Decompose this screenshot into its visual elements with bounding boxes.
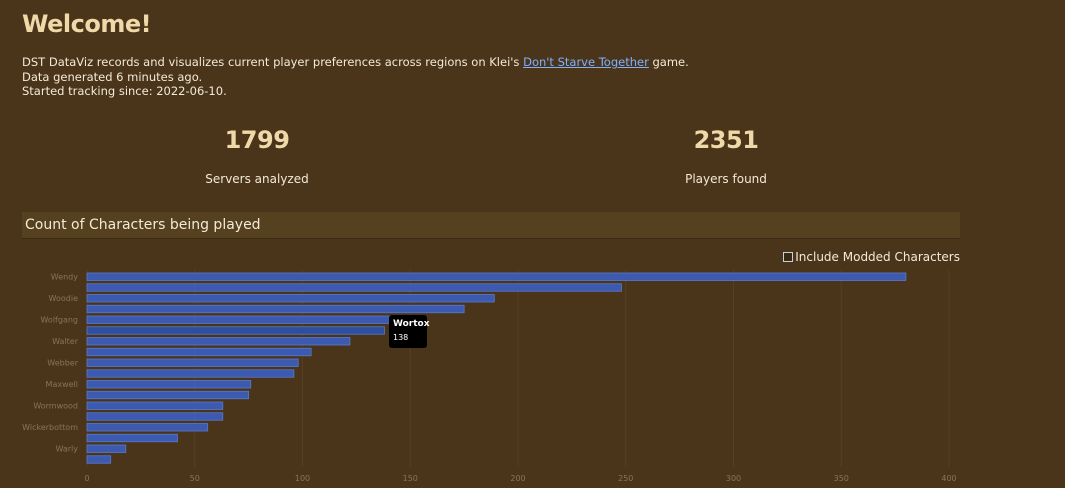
intro-text: DST DataViz records and visualizes curre… xyxy=(22,55,689,99)
stat-servers-label: Servers analyzed xyxy=(205,172,309,186)
chart-bar xyxy=(86,423,209,432)
y-tick-label: Warly xyxy=(55,445,78,454)
include-modded-label: Include Modded Characters xyxy=(795,250,960,264)
page-title: Welcome! xyxy=(22,10,152,38)
x-tick-label: 150 xyxy=(403,474,418,483)
chart-section-header: Count of Characters being played xyxy=(22,212,960,239)
stat-servers: 1799 Servers analyzed xyxy=(22,126,492,186)
chart-bar xyxy=(86,433,178,443)
chart-bar xyxy=(86,380,252,389)
chart-bar xyxy=(86,369,295,378)
intro-line-description: DST DataViz records and visualizes curre… xyxy=(22,55,689,70)
x-tick-label: 50 xyxy=(190,474,200,483)
x-tick-label: 100 xyxy=(295,474,310,483)
tooltip-character-count: 138 xyxy=(393,333,409,342)
x-tick-label: 400 xyxy=(941,474,956,483)
intro-line-tracking: Started tracking since: 2022-06-10. xyxy=(22,84,227,98)
chart-bar xyxy=(86,347,312,357)
chart-bar xyxy=(86,294,495,303)
chart-bar xyxy=(86,412,224,421)
chart-tooltip: Wortox 138 xyxy=(389,315,430,348)
include-modded-toggle[interactable]: Include Modded Characters xyxy=(783,250,960,264)
y-tick-label: Woodie xyxy=(49,294,79,303)
x-tick-label: 350 xyxy=(834,474,849,483)
include-modded-checkbox[interactable] xyxy=(783,252,794,262)
x-tick-label: 300 xyxy=(726,474,741,483)
y-tick-label: Wickerbottom xyxy=(22,423,78,432)
chart-bar xyxy=(86,326,385,335)
intro-prefix: DST DataViz records and visualizes curre… xyxy=(22,55,524,69)
chart-section-title: Count of Characters being played xyxy=(25,217,261,233)
stat-servers-value: 1799 xyxy=(224,126,290,154)
chart-bar xyxy=(86,455,112,464)
chart-bar xyxy=(86,304,465,314)
intro-line-generated: Data generated 6 minutes ago. xyxy=(22,69,203,84)
x-tick-label: 200 xyxy=(510,474,525,483)
chart-bar xyxy=(86,444,127,453)
chart-bar xyxy=(86,337,351,346)
chart-bar xyxy=(86,401,224,410)
tooltip-character-name: Wortox xyxy=(393,319,430,329)
y-tick-label: Wendy xyxy=(51,273,79,282)
chart-bar xyxy=(86,283,622,292)
y-tick-label: Walter xyxy=(52,337,79,346)
y-tick-label: Wolfgang xyxy=(40,316,78,325)
x-tick-label: 0 xyxy=(84,474,89,483)
chart-bar xyxy=(86,315,392,324)
chart-bar xyxy=(86,358,299,367)
stat-players-label: Players found xyxy=(685,172,767,186)
y-tick-label: Webber xyxy=(47,359,78,368)
stat-players-value: 2351 xyxy=(693,126,759,154)
intro-suffix: game. xyxy=(648,55,689,69)
chart-bar xyxy=(86,390,250,400)
dont-starve-together-link[interactable]: Don't Starve Together xyxy=(523,55,649,69)
chart-bar xyxy=(86,272,907,281)
y-tick-label: Maxwell xyxy=(46,380,78,389)
stat-players: 2351 Players found xyxy=(491,126,961,186)
y-tick-label: Wormwood xyxy=(33,402,78,411)
x-tick-label: 250 xyxy=(618,474,633,483)
